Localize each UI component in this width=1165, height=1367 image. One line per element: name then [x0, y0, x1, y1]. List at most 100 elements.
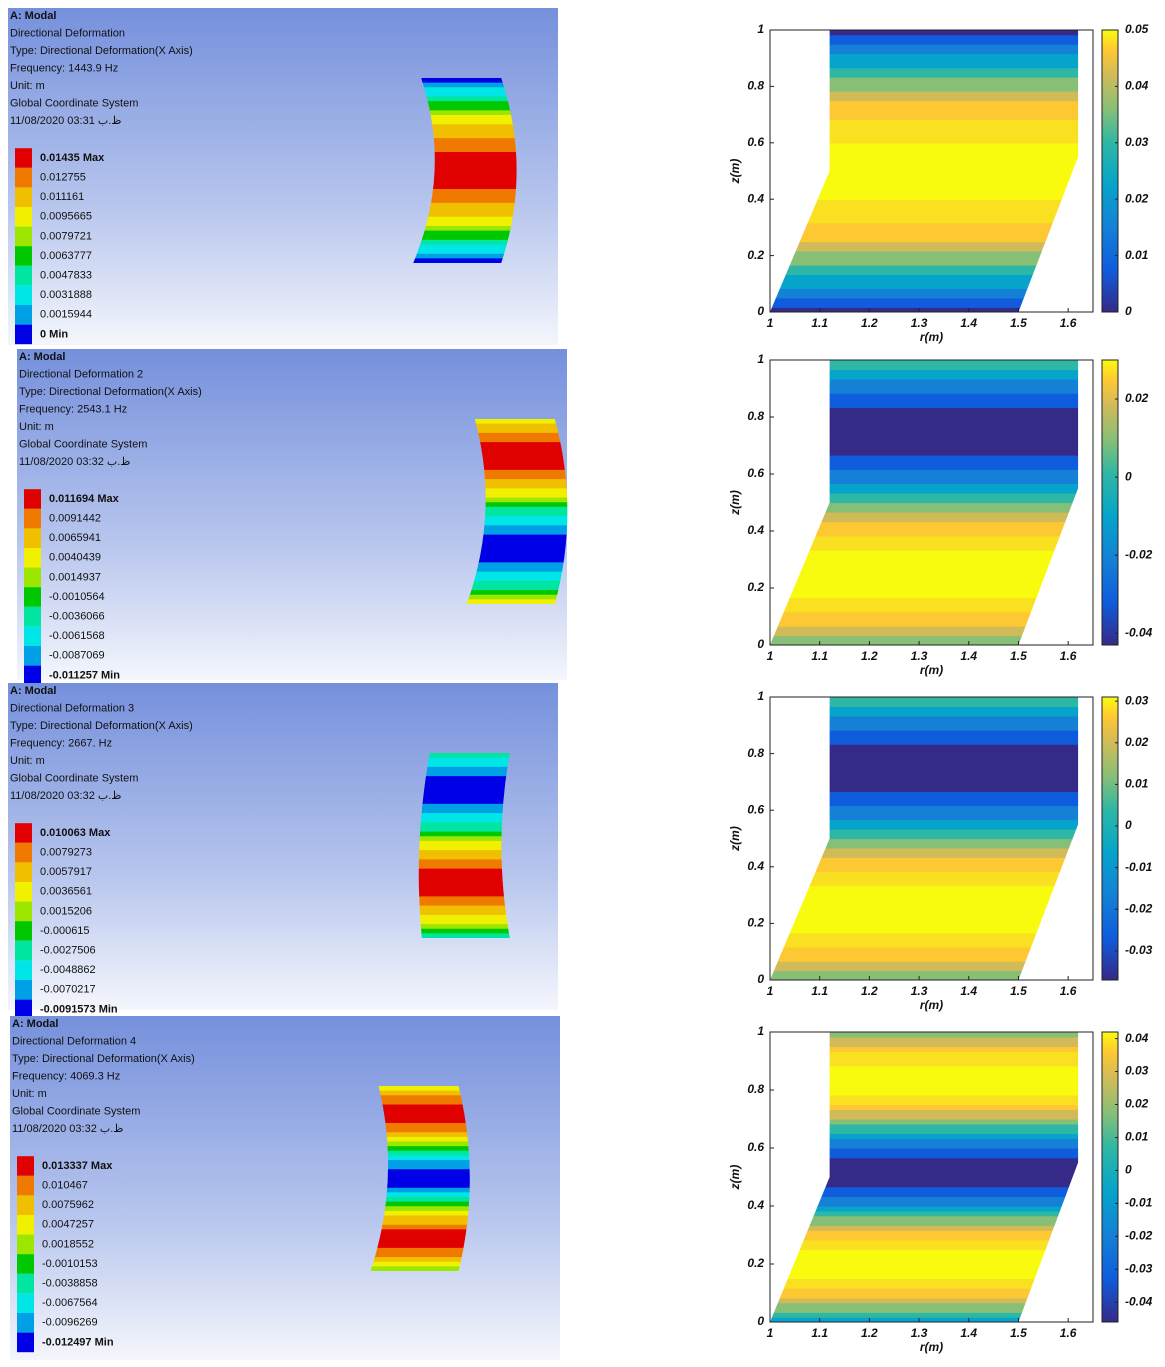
contour-band [770, 1269, 1093, 1274]
legend-swatch [17, 1215, 34, 1235]
contour-band [770, 829, 1093, 834]
contour-band [770, 843, 1093, 848]
x-axis-label: r(m) [920, 663, 943, 677]
x-axis-label: r(m) [920, 330, 943, 344]
legend-label: 0.011161 [40, 191, 84, 203]
contour-band [770, 96, 1093, 101]
contour-band [770, 39, 1093, 44]
panel-result: Directional Deformation [10, 27, 125, 39]
contour-band [770, 839, 1093, 844]
colorbar-tick-label: -0.02 [1125, 1228, 1153, 1242]
contour-band [770, 820, 1093, 825]
contour-band [770, 867, 1093, 872]
legend-swatch [24, 528, 41, 548]
x-tick-label: 1.5 [1010, 649, 1027, 663]
legend-swatch [17, 1156, 34, 1176]
colorbar-tick-label: 0.04 [1125, 79, 1149, 93]
legend-swatch [17, 1293, 34, 1313]
contour-band [770, 541, 1093, 546]
figure: A: ModalDirectional DeformationType: Dir… [0, 0, 1165, 1367]
x-tick-label: 1.3 [911, 316, 928, 330]
contour-band [770, 815, 1093, 820]
contour-band [770, 711, 1093, 716]
contour-band [770, 223, 1093, 228]
contour-band [770, 166, 1093, 171]
x-tick-label: 1.6 [1060, 984, 1077, 998]
legend-label: 0.0047833 [40, 270, 92, 282]
x-tick-label: 1.1 [811, 1326, 828, 1340]
contour-band [770, 938, 1093, 943]
contour-band [770, 1138, 1093, 1143]
contour-band [770, 379, 1093, 384]
legend-swatch [15, 187, 32, 207]
y-tick-label: 0.2 [747, 1256, 764, 1270]
contour-band [770, 1148, 1093, 1153]
contour-band [770, 148, 1093, 153]
contour-band [770, 966, 1093, 971]
y-tick-label: 0.4 [747, 859, 764, 873]
contour-band [770, 862, 1093, 867]
colorbar-tick-label: 0.01 [1125, 1130, 1149, 1144]
contour-field [770, 30, 1093, 313]
legend-label: 0.0065941 [49, 532, 101, 544]
contour-band [770, 1288, 1093, 1293]
legend-label: -0.0067564 [42, 1297, 98, 1309]
contour-band [770, 1153, 1093, 1158]
contour-band [770, 621, 1093, 626]
contour-band [770, 1080, 1093, 1085]
colorbar-tick-label: 0.03 [1125, 693, 1149, 707]
legend-label: -0.0010564 [49, 591, 105, 603]
contour-band [770, 697, 1093, 702]
legend-swatch [17, 1195, 34, 1215]
contour-band [770, 265, 1093, 270]
contour-band [770, 796, 1093, 801]
contour-band [770, 598, 1093, 603]
contour-band [770, 706, 1093, 711]
contour-band [770, 560, 1093, 565]
contour-band [770, 133, 1093, 138]
contour-band [770, 923, 1093, 928]
contour-band [770, 105, 1093, 110]
contour-band [770, 512, 1093, 517]
panel-system: Global Coordinate System [12, 1105, 140, 1117]
contour-band [770, 909, 1093, 914]
contour-band [770, 1192, 1093, 1197]
contour-band [770, 44, 1093, 49]
contour-band [770, 427, 1093, 432]
contour-band [770, 384, 1093, 389]
colorbar-tick-label: -0.03 [1125, 943, 1153, 957]
colorbar-tick-label: 0.01 [1125, 777, 1149, 791]
contour-band [770, 550, 1093, 555]
contour-band [770, 583, 1093, 588]
legend-swatch [24, 509, 41, 529]
contour-band [770, 138, 1093, 143]
contour-band [770, 1134, 1093, 1139]
contour-band [770, 1225, 1093, 1230]
x-axis-label: r(m) [920, 1340, 943, 1354]
contour-band [770, 1216, 1093, 1221]
legend-swatch [15, 305, 32, 325]
contour-band [770, 593, 1093, 598]
contour-band [770, 436, 1093, 441]
legend-label: -0.0096269 [42, 1317, 98, 1329]
legend-label: -0.000615 [40, 925, 90, 937]
x-tick-label: 1.2 [861, 1326, 878, 1340]
contour-band [770, 626, 1093, 631]
contour-band [770, 1032, 1093, 1037]
contour-band [770, 493, 1093, 498]
contour-band [770, 1259, 1093, 1264]
contour-band [770, 933, 1093, 938]
panel-type: Type: Directional Deformation(X Axis) [10, 45, 193, 57]
contour-band [770, 749, 1093, 754]
contour-band [770, 952, 1093, 957]
colorbar-tick-label: 0 [1125, 818, 1132, 832]
contour-field [770, 360, 1093, 646]
contour-band [770, 787, 1093, 792]
y-tick-label: 1 [757, 689, 764, 703]
contour-band [770, 805, 1093, 810]
legend-swatch [15, 207, 32, 227]
contour-band [770, 1071, 1093, 1076]
x-tick-label: 1.2 [861, 984, 878, 998]
y-tick-label: 0.2 [747, 248, 764, 262]
contour-band [770, 417, 1093, 422]
